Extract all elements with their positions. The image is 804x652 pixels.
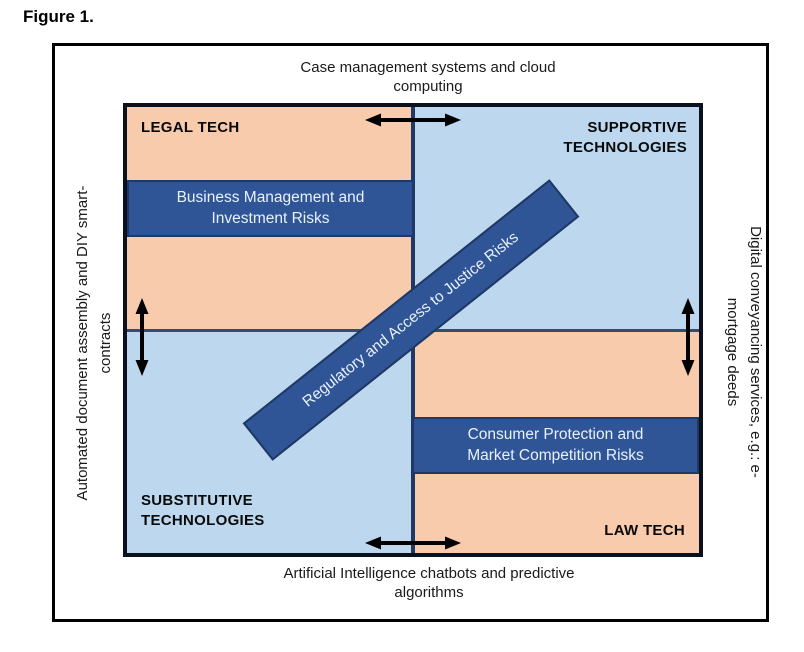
quadrant-label-law-tech: LAW TECH bbox=[604, 521, 685, 539]
quadrant-label-substitutive-technologies: SUBSTITUTIVE TECHNOLOGIES bbox=[141, 492, 265, 529]
axis-label-right: Digital conveyancing services, e.g.: e-m… bbox=[724, 226, 765, 478]
axis-label-left: Automated document assembly and DIY smar… bbox=[74, 185, 114, 501]
vertical-double-arrow-icon bbox=[681, 298, 695, 376]
risk-bar-business-management-label: Business Management and Investment Risks bbox=[176, 188, 365, 227]
figure-title: Figure 1. bbox=[23, 7, 94, 26]
vertical-double-arrow-icon bbox=[135, 298, 149, 376]
risk-bar-business-management: Business Management and Investment Risks bbox=[127, 180, 414, 237]
quadrant-label-supportive-technologies: SUPPORTIVE TECHNOLOGIES bbox=[563, 119, 687, 156]
risk-bar-consumer-protection: Consumer Protection and Market Competiti… bbox=[412, 417, 699, 474]
matrix: LEGAL TECH SUPPORTIVE TECHNOLOGIES SUBST… bbox=[123, 103, 703, 557]
axis-label-bottom: Artificial Intelligence chatbots and pre… bbox=[283, 565, 575, 601]
quadrant-label-legal-tech: LEGAL TECH bbox=[141, 119, 240, 136]
risk-bar-consumer-protection-label: Consumer Protection and Market Competiti… bbox=[467, 425, 644, 464]
horizontal-double-arrow-icon bbox=[365, 113, 461, 127]
axis-label-top: Case management systems and cloud comput… bbox=[300, 59, 556, 95]
horizontal-double-arrow-icon bbox=[365, 536, 461, 550]
